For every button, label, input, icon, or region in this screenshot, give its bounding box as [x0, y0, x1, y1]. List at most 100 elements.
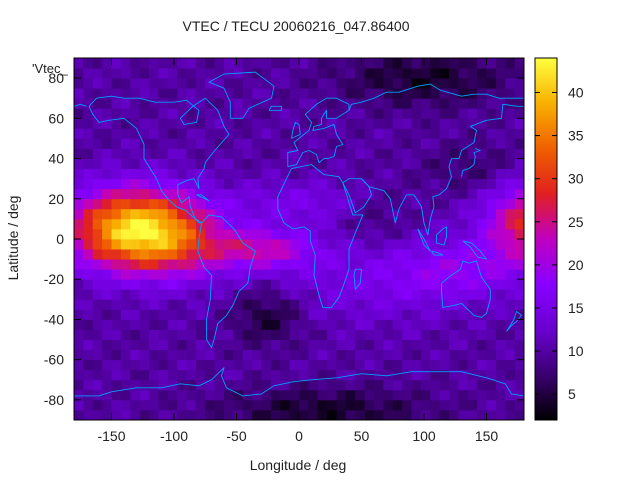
heatmap-cell: [92, 359, 103, 371]
heatmap-cell: [327, 178, 337, 190]
heatmap-cell: [317, 319, 328, 330]
heatmap-cell: [317, 108, 328, 119]
heatmap-cell: [224, 58, 234, 69]
heatmap-cell: [383, 98, 394, 109]
heatmap-cell: [317, 228, 328, 240]
heatmap-cell: [402, 208, 412, 220]
heatmap-cell: [130, 148, 141, 159]
heatmap-cell: [177, 58, 187, 69]
heatmap-cell: [383, 349, 394, 361]
heatmap-cell: [495, 239, 506, 250]
heatmap-cell: [420, 319, 431, 330]
heatmap-cell: [233, 279, 244, 290]
heatmap-cell: [477, 399, 487, 411]
heatmap-cell: [486, 98, 497, 109]
heatmap-cell: [139, 128, 150, 139]
heatmap-cell: [420, 359, 431, 371]
heatmap-cell: [289, 379, 300, 391]
heatmap-cell: [467, 208, 478, 220]
heatmap-cell: [270, 349, 281, 361]
heatmap-cell: [205, 108, 216, 119]
heatmap-cell: [92, 249, 103, 260]
heatmap-cell: [242, 339, 253, 351]
heatmap-cell: [308, 349, 319, 361]
heatmap-cell: [252, 118, 262, 129]
heatmap-cell: [430, 98, 441, 109]
heatmap-cell: [186, 158, 197, 170]
heatmap-cell: [430, 218, 441, 230]
heatmap-cell: [467, 78, 478, 89]
heatmap-cell: [317, 68, 328, 79]
heatmap-cell: [420, 148, 431, 159]
heatmap-cell: [195, 309, 206, 320]
heatmap-cell: [308, 78, 319, 89]
colorbar-tick-label: 5: [568, 386, 576, 402]
heatmap-cell: [383, 178, 394, 190]
heatmap-cell: [374, 259, 384, 270]
heatmap-cell: [430, 309, 441, 320]
heatmap-cell: [345, 228, 356, 240]
heatmap-cell: [270, 68, 281, 79]
heatmap-cell: [392, 399, 403, 411]
heatmap-cell: [242, 138, 253, 149]
heatmap-cell: [411, 108, 422, 119]
heatmap-cell: [270, 409, 281, 420]
heatmap-cell: [374, 289, 384, 300]
heatmap-cell: [139, 168, 150, 180]
heatmap-cell: [486, 58, 497, 69]
coastline: [441, 260, 491, 318]
heatmap-cell: [355, 168, 366, 180]
heatmap-cell: [242, 279, 253, 290]
heatmap-cell: [477, 128, 487, 139]
heatmap-cell: [327, 249, 337, 260]
heatmap-cell: [495, 339, 506, 351]
heatmap-cell: [195, 188, 206, 200]
heatmap-cell: [486, 148, 497, 159]
heatmap-cell: [120, 249, 131, 260]
heatmap-cell: [102, 108, 112, 119]
heatmap-cell: [514, 68, 524, 79]
heatmap-cell: [158, 168, 169, 180]
heatmap-cell: [336, 58, 347, 69]
heatmap-cell: [214, 259, 225, 270]
heatmap-cell: [92, 289, 103, 300]
heatmap-cell: [195, 138, 206, 149]
heatmap-cell: [458, 269, 469, 280]
heatmap-cell: [383, 228, 394, 240]
heatmap-cell: [270, 188, 281, 200]
heatmap-cell: [167, 299, 178, 310]
heatmap-cell: [383, 208, 394, 220]
heatmap-cell: [383, 339, 394, 351]
heatmap-cell: [514, 78, 524, 89]
heatmap-cell: [195, 349, 206, 361]
heatmap-cell: [252, 218, 262, 230]
y-tick-label: 60: [48, 110, 64, 126]
heatmap-cell: [261, 88, 272, 99]
heatmap-cell: [308, 198, 319, 210]
heatmap-cell: [111, 379, 122, 391]
heatmap-cell: [289, 239, 300, 250]
heatmap-cell: [392, 198, 403, 210]
heatmap-cell: [411, 208, 422, 220]
heatmap-cell: [120, 259, 131, 270]
heatmap-cell: [120, 339, 131, 351]
heatmap-cell: [224, 289, 234, 300]
heatmap-cell: [345, 218, 356, 230]
heatmap-cell: [383, 148, 394, 159]
heatmap-cell: [233, 78, 244, 89]
coastline: [277, 164, 364, 308]
y-tick-label: -40: [44, 311, 64, 327]
heatmap-cell: [120, 138, 131, 149]
heatmap-cell: [289, 369, 300, 381]
heatmap-cell: [439, 58, 450, 69]
heatmap-cell: [252, 148, 262, 159]
heatmap-cell: [336, 138, 347, 149]
heatmap-cell: [458, 319, 469, 330]
heatmap-cell: [186, 128, 197, 139]
heatmap-cell: [355, 108, 366, 119]
heatmap-cell: [317, 369, 328, 381]
heatmap-cell: [514, 349, 524, 361]
heatmap-cell: [345, 58, 356, 69]
heatmap-cell: [102, 409, 112, 420]
heatmap-cell: [167, 68, 178, 79]
